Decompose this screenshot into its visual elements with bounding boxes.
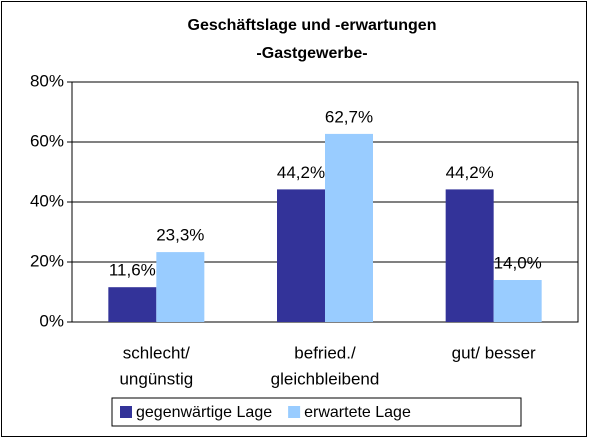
y-tick-label: 40% [30,191,64,210]
x-tick-label: gut/ besser [452,343,536,362]
bar [156,252,205,322]
bar [325,133,373,322]
x-tick-label: schlecht/ [123,343,190,362]
y-tick-label: 60% [30,131,64,150]
bar [493,280,542,322]
y-tick-label: 80% [30,71,64,90]
data-label: 14,0% [494,253,542,272]
data-label: 44,2% [277,163,325,182]
legend-box [111,397,522,427]
chart-title: Geschäftslage und -erwartungen [188,17,437,34]
data-label: 44,2% [446,163,494,182]
legend-text: gegenwärtige Lage [136,404,272,421]
x-tick-label: befried./ [294,343,356,362]
data-label: 23,3% [156,226,204,245]
legend-swatch [288,406,301,418]
data-label: 11,6% [109,261,156,280]
bar [277,189,325,322]
legend-text: erwartete Lage [304,404,411,421]
data-label: 62,7% [325,107,373,126]
bar [108,287,157,322]
x-tick-label: gleichbleibend [271,369,380,388]
bar [445,189,494,322]
legend-swatch [120,406,132,418]
y-tick-label: 20% [30,251,64,270]
chart-subtitle: -Gastgewerbe- [256,45,367,62]
x-tick-label: ungünstig [119,369,193,388]
y-tick-label: 0% [39,311,64,330]
